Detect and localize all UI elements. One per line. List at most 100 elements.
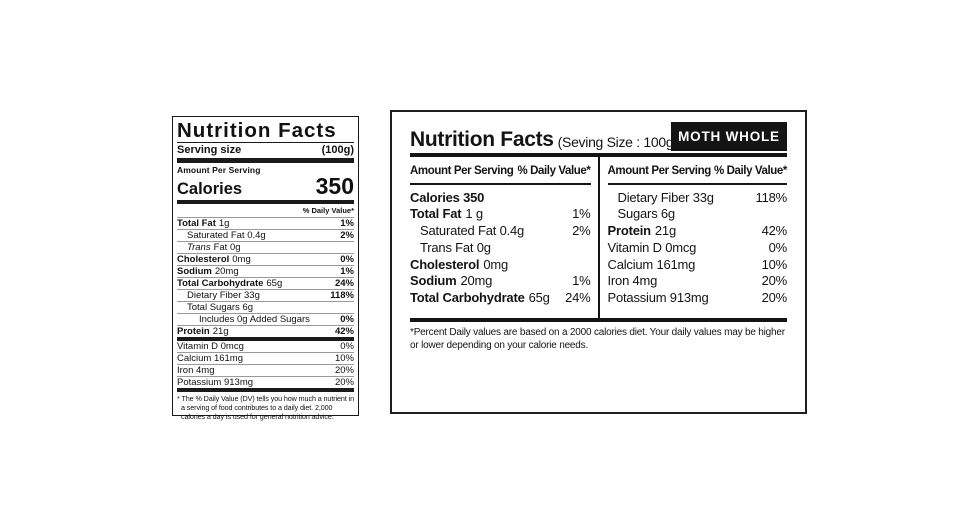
p-row-total-carbohydrate: Total Carbohydrate 65g 24% <box>410 290 591 307</box>
nutrient-amount: 0mg <box>483 256 509 272</box>
nutrient-amount: 20mg <box>214 266 239 278</box>
nutrient-percent: 20% <box>334 365 354 377</box>
nutrient-amount: 0mg <box>232 254 251 266</box>
nutrient-name: Protein 21g <box>177 326 229 337</box>
nutrient-percent: 2% <box>572 223 591 239</box>
column-divider <box>597 157 600 318</box>
panel-right-column: Amount Per Serving % Daily Value* Dietar… <box>600 157 788 318</box>
nutrient-amount: Iron 4mg <box>177 365 215 377</box>
nutrient-amount: Saturated Fat 0.4g <box>187 230 266 242</box>
nutrient-amount: Calcium 161mg <box>607 256 696 272</box>
nutrient-percent: 2% <box>340 230 354 242</box>
nutrient-amount: 20mg <box>460 273 493 289</box>
nutrient-percent: 20% <box>761 273 788 289</box>
amount-per-serving-header: Amount Per Serving <box>607 165 712 177</box>
nutrient-name-bold: Total Fat <box>177 218 216 230</box>
fda-calories-row: Calories 350 <box>177 175 354 198</box>
fda-medium-rule <box>177 337 354 342</box>
fda-calories-label: Calories <box>177 180 243 199</box>
nutrient-name: Dietary Fiber 33g <box>187 290 260 301</box>
nutrient-percent: 1% <box>572 206 591 222</box>
nutrient-name: Calories 350 <box>410 190 484 207</box>
p-row-sodium: Sodium 20mg 1% <box>410 273 591 290</box>
nutrient-name: Trans Fat 0g <box>187 242 241 253</box>
nutrient-name: Total Fat 1 g <box>410 206 483 223</box>
nutrient-amount: Includes 0g Added Sugars <box>199 314 310 326</box>
nutrient-name: Vitamin D 0mcg <box>177 341 244 352</box>
nutrient-name: Sodium 20mg <box>177 266 239 277</box>
nutrient-percent: 20% <box>334 377 354 389</box>
p-row-calories: Calories 350 <box>410 190 591 207</box>
p-row-total-fat: Total Fat 1 g 1% <box>410 206 591 223</box>
nutrient-name-bold: Protein <box>607 223 652 239</box>
nutrient-percent: 1% <box>340 218 354 230</box>
row-total-carbohydrate: Total Carbohydrate 65g 24% <box>177 277 354 289</box>
panel-nutrition-label: Nutrition Facts (Seving Size : 100g) MOT… <box>390 110 807 414</box>
fda-serving-size-value: (100g) <box>321 144 354 157</box>
fda-amount-per-serving-label: Amount Per Serving <box>177 165 261 176</box>
row-total-sugars: Total Sugars 6g <box>177 301 354 313</box>
row-saturated-fat: Saturated Fat 0.4g 2% <box>177 229 354 241</box>
nutrient-percent: 24% <box>334 278 354 290</box>
p-row-vitamin-d: Vitamin D 0mcg 0% <box>608 240 788 257</box>
nutrient-name: Calcium 161mg <box>177 353 243 364</box>
p-row-calcium: Calcium 161mg 10% <box>608 257 788 274</box>
nutrient-percent: 42% <box>761 223 788 239</box>
nutrient-amount: Calcium 161mg <box>177 353 243 365</box>
nutrient-name-bold: Sodium <box>410 273 457 289</box>
nutrient-amount: 21g <box>654 223 676 239</box>
nutrient-percent: 118% <box>330 290 354 302</box>
nutrient-amount: Sugars 6g <box>617 206 676 222</box>
nutrient-amount: Potassium 913mg <box>177 377 254 389</box>
fda-serving-size-row: Serving size (100g) <box>177 143 354 158</box>
row-trans-fat: Trans Fat 0g <box>177 241 354 253</box>
nutrient-amount: Total Sugars 6g <box>187 302 254 314</box>
fda-nutrient-rows: Total Fat 1g 1% Saturated Fat 0.4g 2% Tra… <box>177 218 354 337</box>
nutrient-name-italic: Trans <box>187 242 211 254</box>
product-name-badge: MOTH WHOLE <box>671 122 787 151</box>
nutrient-percent: 0% <box>340 341 354 353</box>
nutrient-name-bold: Calories 350 <box>410 189 485 205</box>
row-added-sugars: Includes 0g Added Sugars 0% <box>177 313 354 325</box>
nutrient-name-bold: Total Carbohydrate <box>177 278 264 290</box>
nutrient-amount: 65g <box>266 278 283 290</box>
left-column-rows: Calories 350 Total Fat 1 g 1% Saturated F… <box>410 185 591 308</box>
nutrient-percent: 42% <box>334 326 354 338</box>
nutrient-name: Vitamin D 0mcg <box>608 240 697 257</box>
panel-footnote: *Percent Daily values are based on a 200… <box>410 327 785 351</box>
nutrient-amount: 1 g <box>465 206 483 222</box>
amount-per-serving-header: Amount Per Serving <box>410 165 514 177</box>
fda-medium-rule <box>177 200 354 205</box>
row-protein: Protein 21g 42% <box>177 325 354 337</box>
nutrient-name: Dietary Fiber 33g <box>618 190 715 207</box>
p-row-dietary-fiber: Dietary Fiber 33g 118% <box>608 190 788 207</box>
fda-footnote: * The % Daily Value (DV) tells you how m… <box>177 394 354 422</box>
p-row-sugars: Sugars 6g <box>608 206 788 223</box>
nutrient-amount: Vitamin D 0mcg <box>177 341 244 353</box>
panel-left-column: Amount Per Serving % Daily Value* Calori… <box>410 157 598 318</box>
row-dietary-fiber: Dietary Fiber 33g 118% <box>177 289 354 301</box>
fda-nutrition-label: Nutrition Facts Serving size (100g) Amou… <box>172 116 359 421</box>
nutrient-percent: 10% <box>761 256 788 272</box>
nutrient-name: Total Sugars 6g <box>187 302 253 313</box>
panel-title: Nutrition Facts <box>410 128 554 151</box>
nutrient-name: Protein 21g <box>607 223 677 240</box>
nutrient-percent: 118% <box>755 189 788 205</box>
nutrient-percent: 0% <box>340 314 354 326</box>
nutrient-amount: 21g <box>212 326 229 338</box>
nutrient-amount: Trans Fat 0g <box>420 239 491 255</box>
panel-header: Nutrition Facts (Seving Size : 100g) MOT… <box>410 112 787 153</box>
row-cholesterol: Cholesterol 0mg 0% <box>177 253 354 265</box>
nutrient-name-bold: Total Carbohydrate <box>410 290 525 306</box>
nutrient-name: Includes 0g Added Sugars <box>199 314 310 325</box>
row-sodium: Sodium 20mg 1% <box>177 265 354 277</box>
nutrient-percent: 1% <box>572 273 591 289</box>
nutrient-name: Cholesterol 0mg <box>177 254 251 265</box>
nutrient-name: Cholesterol 0mg <box>410 257 508 274</box>
nutrient-percent: 0% <box>340 254 354 266</box>
p-row-potassium: Potassium 913mg 20% <box>608 290 788 307</box>
nutrient-name: Saturated Fat 0.4g <box>420 223 524 240</box>
daily-value-header: % Daily Value* <box>517 165 591 177</box>
p-row-iron: Iron 4mg 20% <box>608 273 788 290</box>
p-row-protein: Protein 21g 42% <box>608 223 788 240</box>
